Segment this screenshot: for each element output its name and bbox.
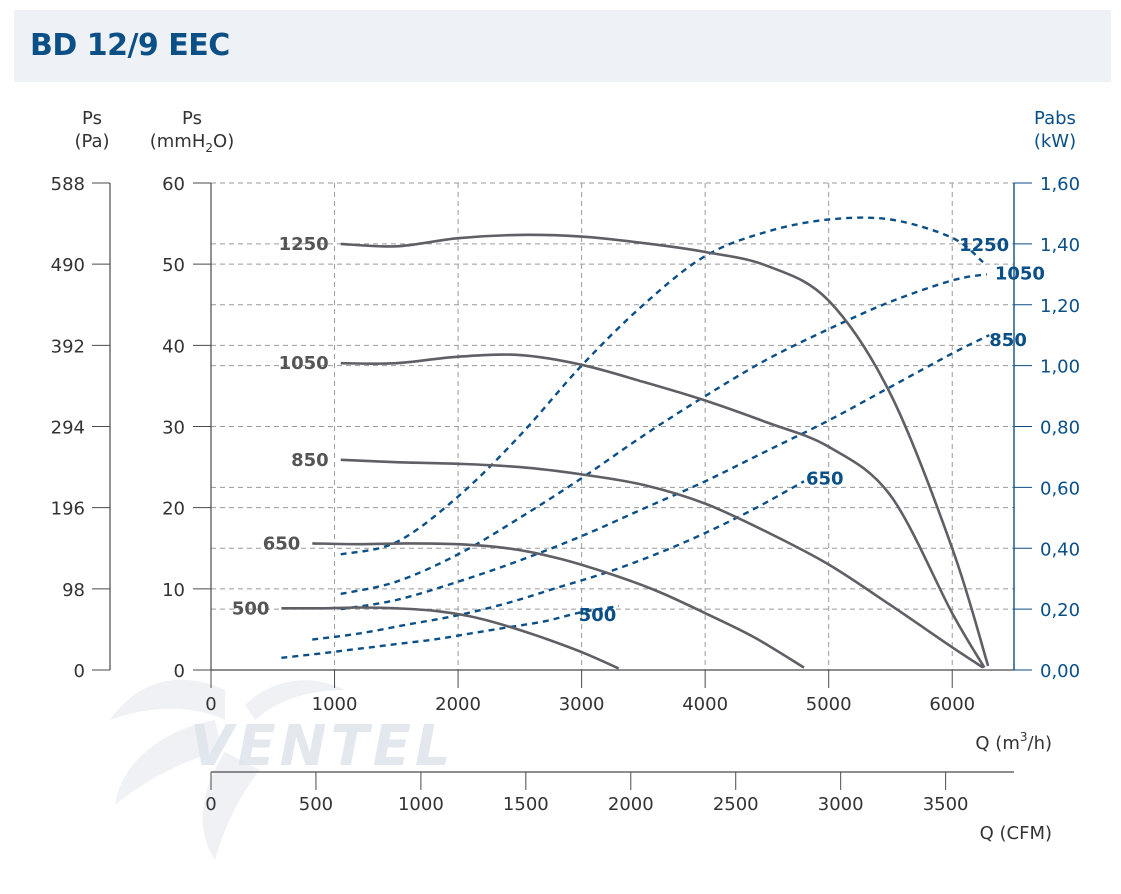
pa-axis-title-2: (Pa) bbox=[74, 131, 109, 152]
mm-axis-title-1: Ps bbox=[182, 108, 202, 129]
axis-ticks: 00109820196302944039250490605880,000,200… bbox=[51, 174, 1080, 815]
mm-tick-label: 60 bbox=[162, 174, 185, 195]
pressure-label-1250: 1250 bbox=[279, 234, 329, 255]
cfm-tick-label: 1000 bbox=[398, 794, 444, 815]
mm-tick-label: 20 bbox=[162, 499, 185, 520]
x-tick-label: 6000 bbox=[929, 694, 975, 715]
x-tick-label: 2000 bbox=[435, 694, 481, 715]
pa-tick-label: 196 bbox=[51, 499, 85, 520]
cfm-tick-label: 1500 bbox=[503, 794, 549, 815]
pressure-curve-1050 bbox=[340, 353, 986, 669]
cfm-tick-label: 2000 bbox=[608, 794, 654, 815]
ventel-fan-logo-icon bbox=[110, 679, 345, 860]
cfm-tick-label: 3500 bbox=[923, 794, 969, 815]
power-label-1050: 1050 bbox=[995, 263, 1045, 284]
cfm-tick-label: 2500 bbox=[713, 794, 759, 815]
chart-title: BD 12/9 EEC bbox=[30, 28, 230, 63]
power-curve-650 bbox=[312, 480, 805, 641]
kw-tick-label: 0,00 bbox=[1040, 661, 1080, 682]
cfm-tick-label: 3000 bbox=[818, 794, 864, 815]
kw-tick-label: 0,80 bbox=[1040, 418, 1080, 439]
pressure-label-500: 500 bbox=[232, 598, 270, 619]
pa-axis-title-1: Ps bbox=[82, 108, 102, 129]
pressure-curve-1250 bbox=[340, 233, 990, 667]
pressure-curve-500 bbox=[281, 606, 620, 670]
cfm-tick-label: 0 bbox=[205, 794, 216, 815]
pa-tick-label: 294 bbox=[51, 418, 85, 439]
mm-tick-label: 50 bbox=[162, 255, 185, 276]
pa-tick-label: 392 bbox=[51, 336, 85, 357]
kw-axis-title-2: (kW) bbox=[1034, 131, 1076, 152]
kw-tick-label: 0,60 bbox=[1040, 478, 1080, 499]
pa-tick-label: 490 bbox=[51, 255, 85, 276]
pa-tick-label: 98 bbox=[62, 580, 85, 601]
pressure-label-850: 850 bbox=[291, 450, 329, 471]
cfm-axis-title: Q (CFM) bbox=[980, 823, 1052, 844]
power-label-1250: 1250 bbox=[959, 235, 1009, 256]
power-label-650: 650 bbox=[806, 468, 844, 489]
pa-tick-label: 588 bbox=[51, 174, 85, 195]
pressure-label-1050: 1050 bbox=[279, 353, 329, 374]
power-curve-1250 bbox=[340, 216, 984, 556]
kw-tick-label: 1,20 bbox=[1040, 296, 1080, 317]
ventel-watermark: VENTEL bbox=[190, 714, 455, 779]
kw-tick-label: 1,00 bbox=[1040, 357, 1080, 378]
x-tick-label: 1000 bbox=[312, 694, 358, 715]
chart-grid bbox=[211, 182, 1014, 670]
pressure-curve-650 bbox=[312, 542, 805, 669]
pressure-curve-850 bbox=[340, 458, 984, 669]
x-tick-label: 4000 bbox=[682, 694, 728, 715]
power-curve-850 bbox=[340, 334, 990, 611]
kw-tick-label: 0,20 bbox=[1040, 600, 1080, 621]
cfm-tick-label: 500 bbox=[299, 794, 333, 815]
mm-tick-label: 40 bbox=[162, 336, 185, 357]
kw-axis-title-1: Pabs bbox=[1034, 108, 1076, 129]
title-bar: BD 12/9 EEC bbox=[14, 10, 1111, 82]
x-axis-title: Q (m3/h) bbox=[975, 730, 1052, 754]
kw-tick-label: 0,40 bbox=[1040, 539, 1080, 560]
power-label-850: 850 bbox=[989, 330, 1027, 351]
mm-tick-label: 10 bbox=[162, 580, 185, 601]
kw-tick-label: 1,60 bbox=[1040, 174, 1080, 195]
pressure-label-650: 650 bbox=[263, 533, 301, 554]
mm-tick-label: 30 bbox=[162, 418, 185, 439]
power-curves: 1250 1050 850 650 500 bbox=[281, 216, 1045, 659]
x-tick-label: 3000 bbox=[559, 694, 605, 715]
kw-tick-label: 1,40 bbox=[1040, 235, 1080, 256]
pressure-curves: 1250 1050 850 650 500 bbox=[232, 233, 990, 670]
power-curve-500 bbox=[281, 604, 619, 659]
x-tick-label: 5000 bbox=[806, 694, 852, 715]
mm-tick-label: 0 bbox=[174, 661, 185, 682]
mm-axis-title-2: (mmH2O) bbox=[150, 131, 234, 155]
power-label-500: 500 bbox=[579, 605, 617, 626]
x-tick-label: 0 bbox=[205, 694, 216, 715]
power-curve-1050 bbox=[340, 273, 988, 596]
pa-tick-label: 0 bbox=[74, 661, 85, 682]
